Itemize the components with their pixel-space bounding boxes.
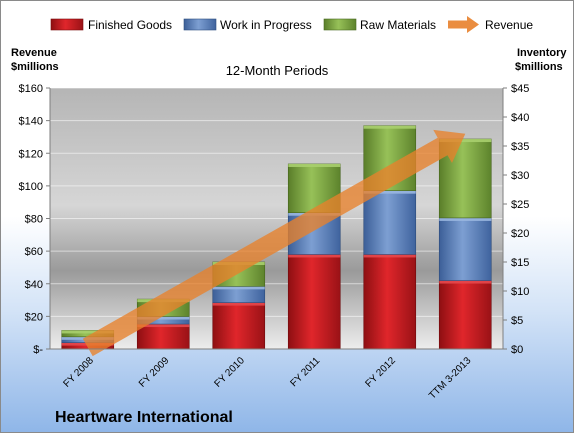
right-tick-label: $25 (511, 199, 529, 211)
left-axis-title-line1: Revenue (11, 47, 57, 59)
left-tick-label: $20 (25, 311, 43, 323)
right-axis-title-line2: $millions (515, 61, 563, 73)
bar-finished-goods (364, 254, 416, 349)
bar-work-in-progress-cap (439, 218, 491, 221)
bar-finished-goods (288, 254, 340, 349)
x-tick-label: FY 2010 (212, 355, 247, 390)
legend-item-revenue: Revenue (448, 16, 533, 33)
left-tick-label: $80 (25, 214, 43, 226)
bar-raw-materials-cap (364, 126, 416, 129)
left-tick-label: $140 (19, 116, 43, 128)
x-tick-label: TTM 3-2013 (427, 355, 474, 402)
right-tick-label: $5 (511, 315, 523, 327)
legend-label-work-in-progress: Work in Progress (220, 18, 312, 32)
left-tick-label: $160 (19, 83, 43, 95)
right-tick-label: $45 (511, 83, 529, 95)
bar-finished-goods-cap (288, 254, 340, 257)
right-tick-label: $40 (511, 112, 529, 124)
x-tick-label: FY 2012 (363, 355, 398, 390)
left-tick-label: $100 (19, 181, 43, 193)
bar-work-in-progress (364, 191, 416, 255)
legend-item-work-in-progress: Work in Progress (184, 18, 312, 32)
legend-label-revenue: Revenue (485, 18, 533, 32)
bar-work-in-progress-cap (213, 286, 265, 289)
bar-finished-goods (213, 303, 265, 349)
left-tick-label: $60 (25, 246, 43, 258)
bar-finished-goods (439, 281, 491, 349)
bar-finished-goods-cap (213, 303, 265, 306)
legend-item-raw-materials: Raw Materials (324, 18, 436, 32)
right-tick-label: $30 (511, 170, 529, 182)
right-tick-label: $15 (511, 257, 529, 269)
right-tick-label: $0 (511, 344, 523, 356)
bar-finished-goods-cap (439, 281, 491, 284)
right-axis-title-line1: Inventory (517, 47, 567, 59)
company-name: Heartware International (55, 409, 233, 426)
bar-work-in-progress (439, 218, 491, 281)
bar-finished-goods (137, 324, 189, 349)
legend-item-finished-goods: Finished Goods (51, 18, 172, 32)
legend-label-raw-materials: Raw Materials (360, 18, 436, 32)
bar-raw-materials-cap (288, 164, 340, 167)
left-tick-label: $120 (19, 148, 43, 160)
left-axis-title-line2: $millions (11, 61, 59, 73)
x-axis-ticks: FY 2008 FY 2009 FY 2010 FY 2011 FY 2012 TTM 3… (61, 355, 473, 402)
legend-label-finished-goods: Finished Goods (88, 18, 172, 32)
right-tick-label: $10 (511, 286, 529, 298)
right-tick-label: $20 (511, 228, 529, 240)
left-axis-ticks: $- $20 $40 $60 $80 $100 $120 $140 $160 (19, 83, 50, 356)
x-tick-label: FY 2011 (289, 355, 323, 389)
right-axis-ticks: $0 $5 $10 $15 $20 $25 $30 $35 $40 $45 (503, 83, 529, 356)
right-tick-label: $35 (511, 141, 529, 153)
bar-finished-goods-cap (364, 254, 416, 257)
left-tick-label: $40 (25, 279, 43, 291)
left-tick-label: $- (33, 344, 43, 356)
x-tick-label: FY 2008 (61, 355, 96, 390)
legend: Finished Goods Work in Progress Raw Mate… (51, 16, 533, 33)
x-tick-label: FY 2009 (137, 355, 172, 390)
chart-title: 12-Month Periods (226, 63, 329, 78)
